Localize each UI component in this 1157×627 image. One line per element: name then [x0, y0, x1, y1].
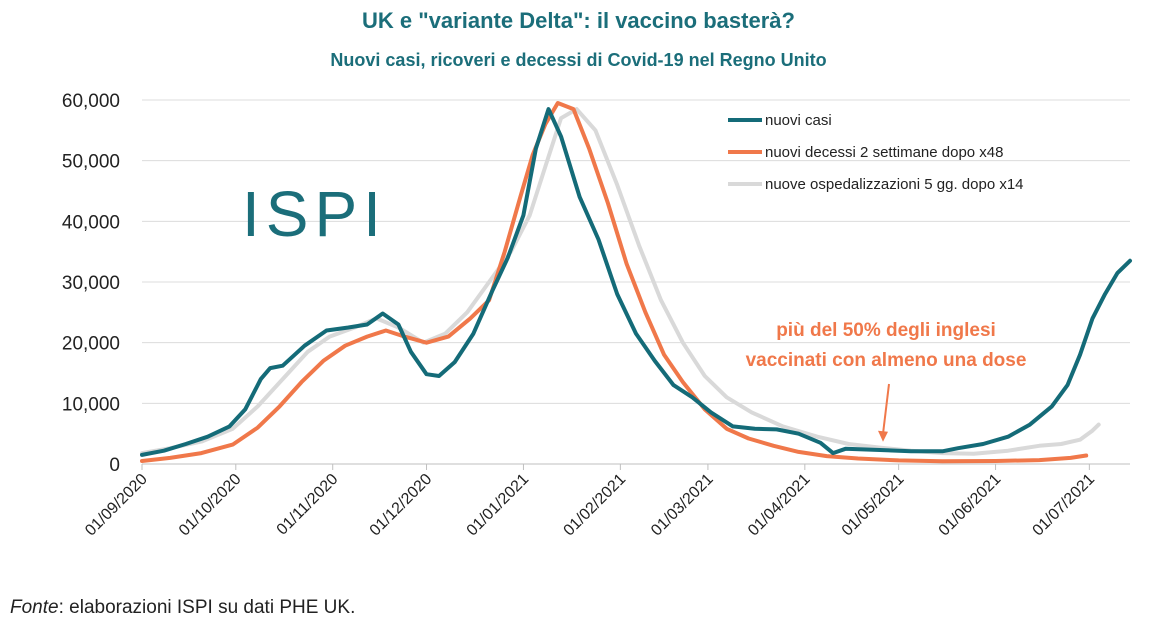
legend-label: nuove ospedalizzazioni 5 gg. dopo x14	[765, 176, 1024, 193]
x-tick-label: 01/02/2021	[561, 471, 630, 540]
y-tick-label: 0	[109, 455, 120, 476]
chart-title: UK e "variante Delta": il vaccino baster…	[362, 8, 795, 33]
gridlines	[142, 99, 1130, 404]
series-line-2	[140, 107, 1101, 456]
x-tick-label: 01/04/2021	[745, 471, 814, 540]
annotation: più del 50% degli inglesi vaccinati con a…	[746, 320, 1027, 442]
x-tick-label: 01/06/2021	[936, 471, 1005, 540]
chart-subtitle: Nuovi casi, ricoveri e decessi di Covid-…	[330, 50, 827, 70]
y-tick-label: 30,000	[62, 273, 120, 294]
legend: nuovi casi nuovi decessi 2 settimane dopo…	[728, 112, 1024, 193]
x-tick-label: 01/05/2021	[839, 471, 908, 540]
x-tick-label: 01/10/2020	[176, 471, 245, 540]
annotation-arrow-shaft	[882, 383, 890, 434]
series-lines	[140, 101, 1132, 464]
source-note: Fonte: elaborazioni ISPI su dati PHE UK.	[10, 597, 355, 619]
x-tick-label: 01/01/2021	[464, 471, 533, 540]
y-tick-label: 50,000	[62, 152, 120, 173]
x-axis: 01/09/2020 01/10/2020 01/11/2020 01/12/2020…	[82, 463, 1130, 540]
legend-label: nuovi decessi 2 settimane dopo x48	[765, 144, 1003, 161]
source-label: Fonte	[10, 597, 59, 618]
legend-label: nuovi casi	[765, 112, 832, 129]
annotation-arrow-head	[878, 430, 888, 442]
y-tick-label: 60,000	[62, 91, 120, 112]
y-axis: 0 10,000 20,000 30,000 40,000 50,000 60,000	[62, 91, 120, 476]
y-tick-label: 20,000	[62, 334, 120, 355]
source-text: : elaborazioni ISPI su dati PHE UK.	[58, 597, 356, 618]
ispi-logo: ISPI	[242, 178, 387, 250]
series-line-0	[140, 107, 1132, 457]
x-tick-label: 01/07/2021	[1030, 471, 1099, 540]
annotation-text: più del 50% degli inglesi	[776, 320, 996, 341]
series-line-1	[140, 101, 1089, 464]
x-tick-label: 01/12/2020	[367, 471, 436, 540]
annotation-text: vaccinati con almeno una dose	[746, 350, 1027, 371]
y-tick-label: 40,000	[62, 212, 120, 233]
x-tick-label: 01/03/2021	[648, 471, 717, 540]
x-tick-label: 01/09/2020	[82, 471, 151, 540]
y-tick-label: 10,000	[62, 394, 120, 415]
x-tick-label: 01/11/2020	[274, 471, 342, 539]
